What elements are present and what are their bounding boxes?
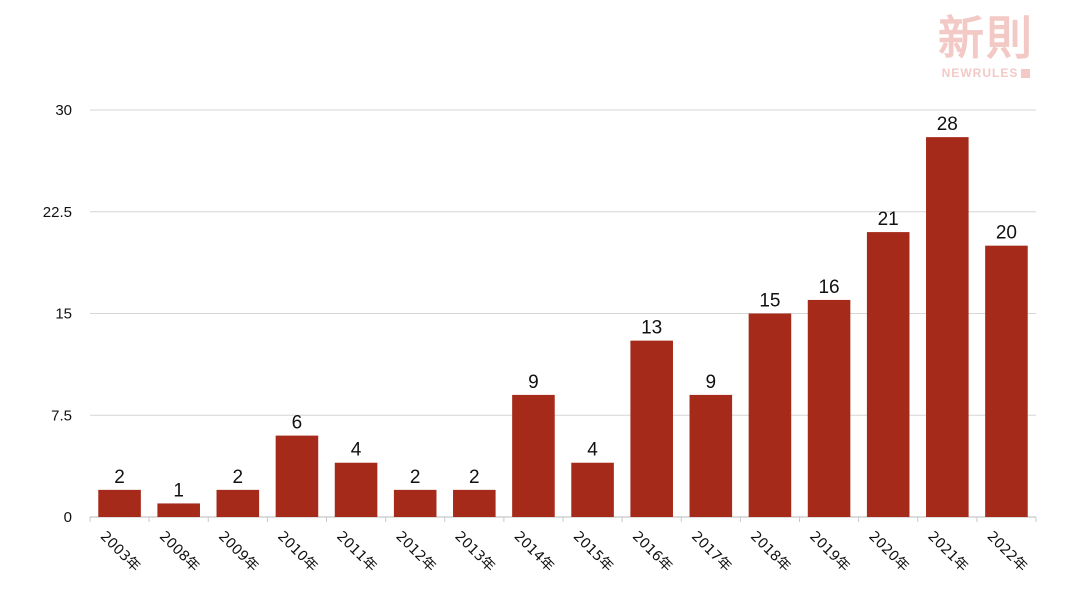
y-tick-label: 22.5 [43, 204, 72, 221]
x-tick-label: 2013年 [451, 529, 497, 575]
data-label: 9 [706, 372, 717, 393]
bar [216, 489, 260, 517]
bar [512, 394, 555, 517]
data-label: 20 [996, 223, 1017, 244]
x-tick-label: 2008年 [156, 529, 202, 575]
x-tick-label: 2020年 [865, 529, 911, 575]
logo-chinese-text: 新則 [938, 11, 1034, 65]
data-label: 4 [351, 440, 362, 461]
data-label: 2 [114, 467, 125, 488]
data-label: 9 [528, 372, 539, 393]
bar [275, 435, 319, 517]
bar [807, 299, 851, 517]
bar [157, 503, 200, 517]
y-tick-label: 30 [55, 102, 72, 119]
bar [689, 394, 733, 517]
x-tick-label: 2015年 [570, 529, 616, 575]
bar [985, 245, 1028, 517]
x-tick-label: 2010年 [274, 529, 320, 575]
bar [98, 489, 141, 517]
data-label: 6 [292, 413, 303, 434]
bar [334, 462, 378, 517]
data-label: 16 [818, 277, 839, 298]
bar [748, 313, 792, 517]
bar [393, 489, 437, 517]
data-label: 2 [410, 467, 421, 488]
x-tick-label: 2022年 [984, 529, 1030, 575]
data-label: 28 [937, 114, 958, 135]
x-tick-label: 2017年 [688, 529, 734, 575]
x-tick-label: 2009年 [215, 529, 261, 575]
data-label: 13 [641, 318, 662, 339]
y-tick-label: 7.5 [51, 407, 72, 424]
data-label: 15 [759, 291, 780, 312]
x-tick-label: 2016年 [629, 529, 675, 575]
x-tick-label: 2011年 [333, 529, 379, 575]
newrules-logo: 新則 NEWRULES [936, 12, 1036, 80]
data-label: 1 [173, 480, 184, 501]
data-label: 21 [878, 209, 899, 230]
x-tick-label: 2003年 [97, 529, 143, 575]
bar [571, 462, 614, 517]
bar [453, 489, 496, 517]
logo-square-icon [1021, 69, 1031, 78]
data-label: 2 [469, 467, 480, 488]
x-tick-label: 2014年 [511, 529, 557, 575]
y-tick-label: 15 [55, 306, 72, 323]
x-tick-label: 2018年 [747, 529, 793, 575]
logo-english-text: NEWRULES [936, 66, 1036, 80]
x-tick-label: 2012年 [392, 529, 438, 575]
x-tick-label: 2021年 [924, 529, 970, 575]
bar [926, 137, 969, 517]
y-tick-label: 0 [64, 509, 72, 526]
bar [630, 340, 673, 517]
logo-english-label: NEWRULES [941, 66, 1019, 80]
bar [866, 232, 910, 517]
data-label: 2 [233, 467, 244, 488]
x-tick-label: 2019年 [806, 529, 852, 575]
data-label: 4 [587, 440, 598, 461]
